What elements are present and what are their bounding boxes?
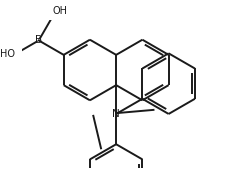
Text: HO: HO: [0, 49, 15, 59]
Text: N: N: [112, 109, 120, 119]
Text: B: B: [35, 35, 42, 46]
Text: OH: OH: [53, 6, 68, 16]
